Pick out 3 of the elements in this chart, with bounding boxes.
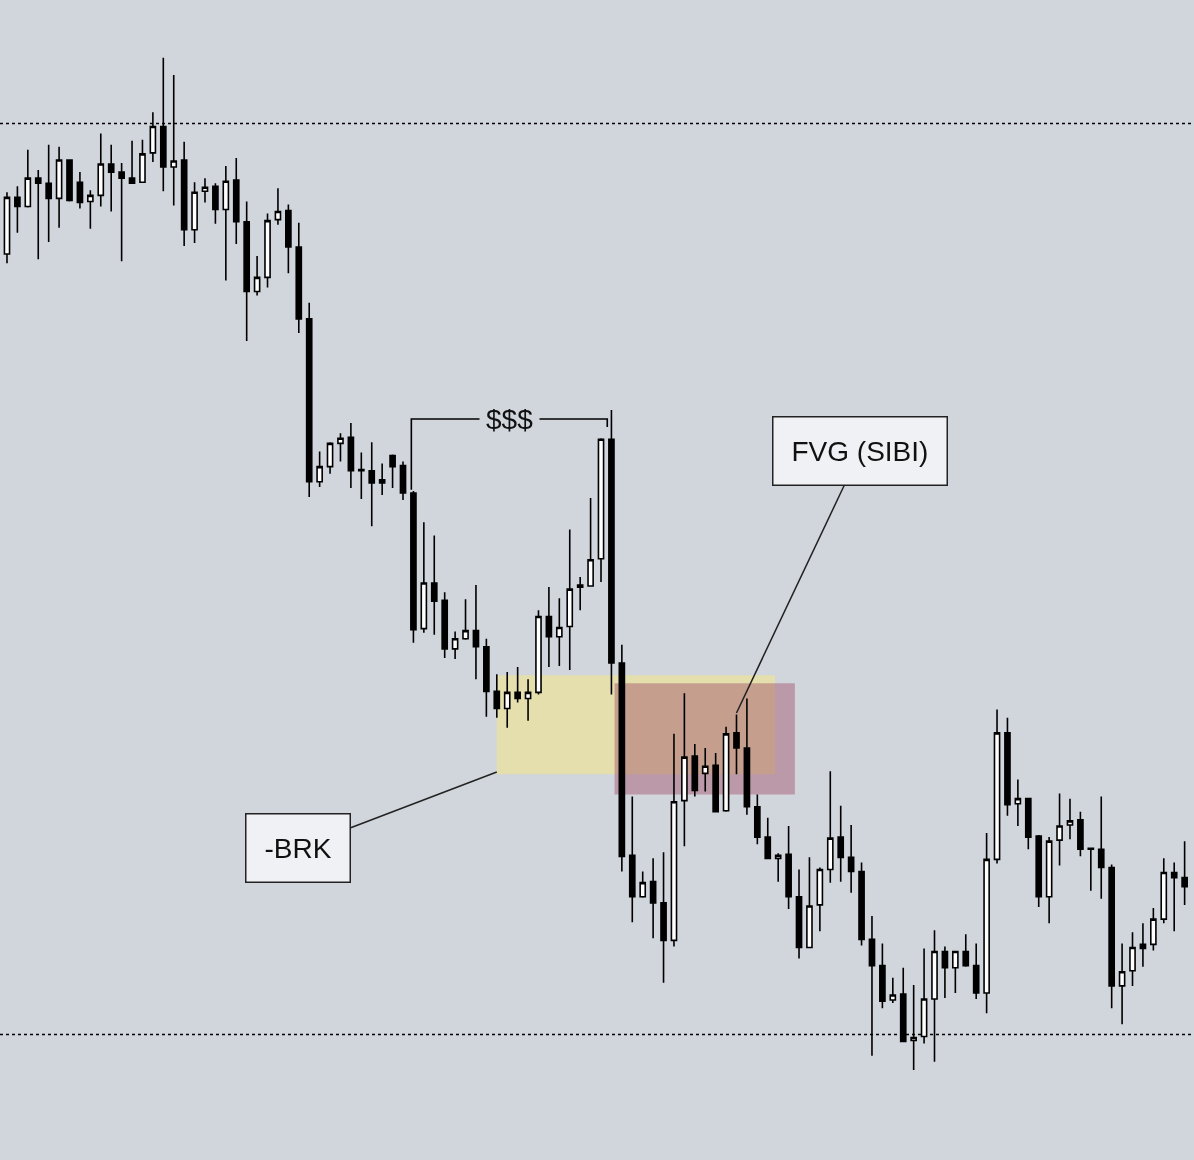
annotation: -BRK — [264, 832, 332, 864]
annotation: FVG (SIBI) — [791, 435, 929, 467]
annotation: $$$ — [486, 404, 534, 435]
